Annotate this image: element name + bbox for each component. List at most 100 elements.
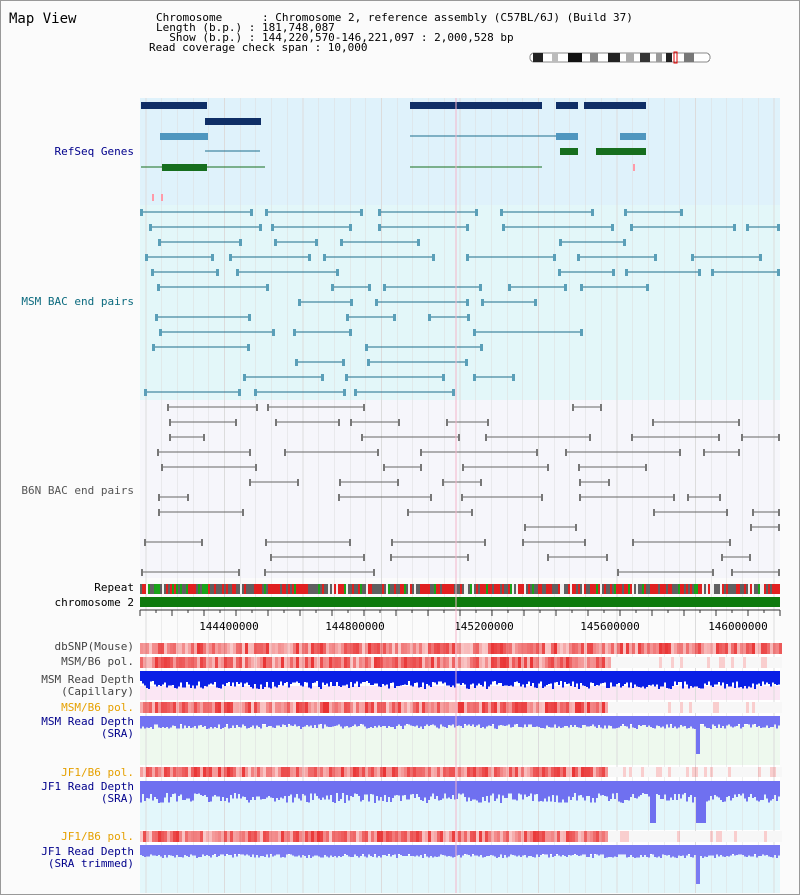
heat-cell <box>374 831 377 842</box>
depth-bar <box>216 716 218 729</box>
track-label-msm-bac[interactable]: MSM BAC end pairs <box>21 295 134 308</box>
depth-bar <box>450 671 452 687</box>
depth-bar <box>248 716 250 728</box>
heat-cell <box>158 831 161 842</box>
depth-bar <box>628 781 630 801</box>
heat-cell <box>500 767 503 777</box>
repeat-block <box>626 584 628 594</box>
heat-cell <box>752 831 755 842</box>
heat-cell <box>725 831 728 842</box>
depth-bar <box>718 716 720 725</box>
heat-cell <box>659 767 662 777</box>
b6n-bac-pairs[interactable] <box>141 404 780 576</box>
depth-bar <box>294 845 296 857</box>
heat-cell <box>497 702 500 713</box>
depth-bar <box>464 671 466 685</box>
heat-cell <box>356 643 359 654</box>
depth-bar <box>638 845 640 858</box>
heat-cell <box>701 657 704 668</box>
depth-bar <box>144 671 146 686</box>
msm-bac-pairs[interactable] <box>140 209 780 396</box>
heat-cell <box>728 702 731 713</box>
depth-bar <box>198 781 200 794</box>
heat-cell <box>320 643 323 654</box>
track-label-refseq[interactable]: RefSeq Genes <box>54 145 134 158</box>
depth-bar <box>334 716 336 727</box>
depth-bar <box>476 845 478 856</box>
repeat-block <box>390 584 392 594</box>
track-label-b6n-bac[interactable]: B6N BAC end pairs <box>21 484 134 497</box>
depth-bar <box>442 716 444 727</box>
depth-bar <box>628 671 630 688</box>
depth-bar <box>682 671 684 689</box>
depth-bar <box>528 716 530 725</box>
depth-bar <box>402 671 404 685</box>
depth-bar <box>504 716 506 726</box>
depth-bar <box>214 716 216 727</box>
heat-cell <box>437 657 440 668</box>
depth-bar <box>200 781 202 795</box>
depth-bar <box>466 845 468 855</box>
heat-cell <box>659 831 662 842</box>
heat-cell <box>206 831 209 842</box>
heat-cell <box>314 831 317 842</box>
depth-bar <box>662 781 664 799</box>
depth-bar <box>340 845 342 857</box>
heat-cell <box>749 831 752 842</box>
heat-cell <box>428 702 431 713</box>
depth-bar <box>466 781 468 802</box>
depth-bar <box>556 671 558 682</box>
heat-cell <box>479 643 482 654</box>
repeat-block <box>616 584 618 594</box>
refseq-genes[interactable] <box>141 102 646 201</box>
heat-cell <box>194 702 197 713</box>
heat-cell <box>584 831 587 842</box>
repeat-block <box>498 584 500 594</box>
repeat-block <box>742 584 744 594</box>
heat-cell <box>443 643 446 654</box>
bac-end <box>778 524 780 531</box>
heat-cell <box>590 657 593 668</box>
depth-bar <box>464 716 466 725</box>
depth-bar <box>286 845 288 855</box>
depth-bar <box>778 671 780 685</box>
depth-bar <box>712 716 714 725</box>
depth-bar <box>180 716 182 724</box>
depth-bar <box>168 781 170 803</box>
depth-bar <box>410 845 412 856</box>
depth-bar <box>454 671 456 688</box>
depth-bar <box>300 845 302 858</box>
depth-bar <box>744 671 746 686</box>
heat-cell <box>578 643 581 654</box>
depth-bar <box>156 671 158 687</box>
heat-cell <box>740 643 743 654</box>
depth-bar <box>668 845 670 856</box>
repeat-block <box>702 584 704 594</box>
repeat-block <box>184 584 186 594</box>
heat-cell <box>476 643 479 654</box>
repeat-block <box>152 584 154 594</box>
depth-bar <box>148 671 150 689</box>
depth-bar <box>708 671 710 682</box>
heat-cell <box>629 831 632 842</box>
depth-bar <box>548 845 550 858</box>
depth-bar <box>766 845 768 855</box>
heat-cell <box>533 831 536 842</box>
repeat-block <box>396 584 398 594</box>
heat-cell <box>683 767 686 777</box>
depth-bar <box>508 716 510 725</box>
depth-bar <box>182 845 184 858</box>
chromosome-ideogram[interactable] <box>529 51 711 64</box>
heat-cell <box>389 643 392 654</box>
heat-cell <box>281 657 284 668</box>
heat-cell <box>743 657 746 668</box>
heat-cell <box>335 643 338 654</box>
depth-bar <box>384 781 386 795</box>
heat-cell <box>737 767 740 777</box>
depth-bar <box>418 716 420 729</box>
depth-bar <box>358 671 360 687</box>
depth-bar <box>332 716 334 727</box>
heat-cell <box>272 831 275 842</box>
repeat-block <box>176 584 178 594</box>
